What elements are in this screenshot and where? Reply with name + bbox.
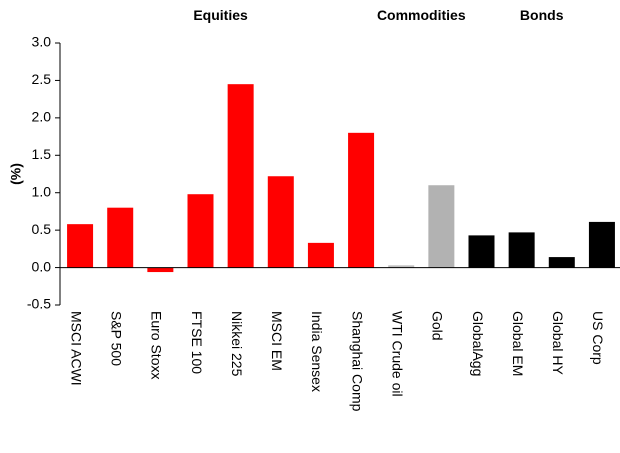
bars [67,84,615,273]
category-label: MSCI ACWI [68,311,84,386]
bar [548,257,575,268]
group-label: Bonds [520,7,564,23]
category-label: India Sensex [309,311,325,392]
category-labels: MSCI ACWI S&P 500 Euro Stoxx FTSE 100 Nikkei… [68,311,606,412]
y-axis-title: (%) [8,163,24,185]
bar [227,84,254,268]
category-label: Global HY [550,311,566,375]
bar [468,235,495,268]
y-tick-label: 2.5 [32,71,52,87]
category-label: S&P 500 [109,311,125,366]
bar [428,185,455,268]
category-label: Gold [430,311,446,341]
bar [267,176,294,268]
bar [147,267,174,273]
axes [59,43,620,305]
bar [588,221,615,268]
y-axis-ticks: -0.5 0.0 0.5 1.0 1.5 2.0 2.5 3.0 [27,34,60,312]
bar [187,194,214,268]
category-label: Euro Stoxx [149,311,165,379]
category-label: WTI Crude oil [390,311,406,397]
category-label: Nikkei 225 [229,311,245,377]
bar [307,242,334,268]
bar [107,207,134,268]
category-label: US Corp [590,311,606,365]
y-tick-label: 2.0 [32,109,52,125]
category-label: Global EM [510,311,526,376]
y-tick-label: 0.5 [32,221,52,237]
y-tick-label: 1.5 [32,146,52,162]
y-tick-label: 1.0 [32,183,52,199]
category-label: GlobalAgg [470,311,486,376]
group-label: Equities [193,7,248,23]
y-tick-label: -0.5 [27,296,51,312]
bar [388,265,415,268]
category-label: MSCI EM [269,311,285,371]
bar [348,132,375,268]
group-labels: Equities Commodities Bonds [193,7,563,23]
group-label: Commodities [377,7,466,23]
category-label: Shanghai Comp [349,311,365,412]
category-label: FTSE 100 [189,311,205,374]
bar [508,232,535,268]
y-tick-label: 3.0 [32,34,52,50]
y-tick-label: 0.0 [32,258,52,274]
bar [67,224,94,268]
